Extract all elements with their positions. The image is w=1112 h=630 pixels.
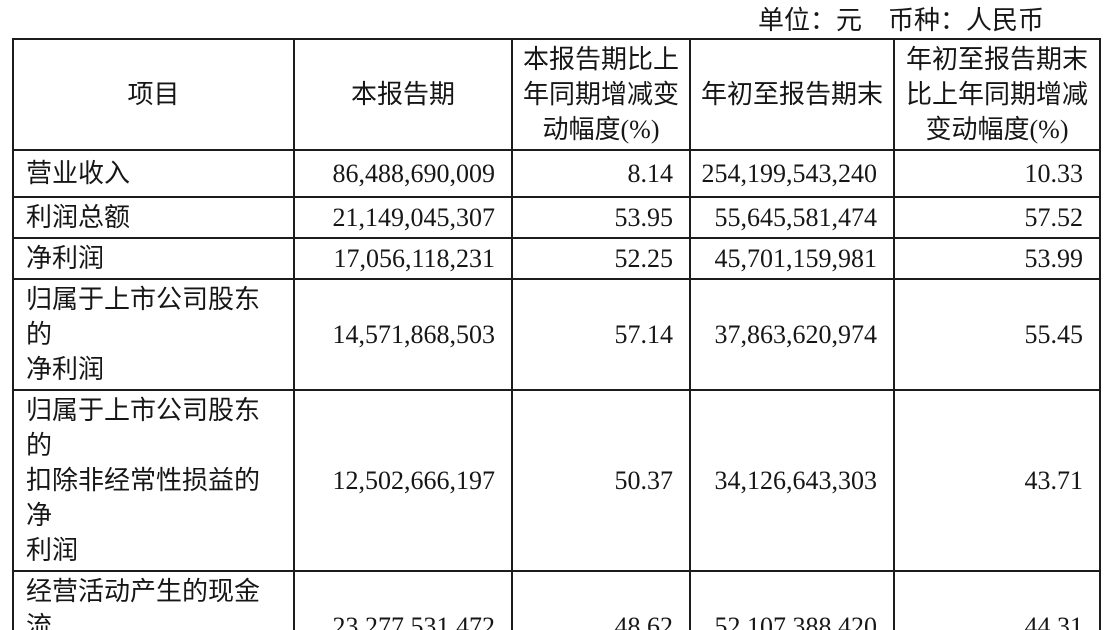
current-period-change-value: 52.25 bbox=[511, 237, 691, 280]
current-period-change-value: 50.37 bbox=[511, 389, 691, 572]
col-header-current-period: 本报告期 bbox=[293, 38, 513, 151]
ytd-change-value: 57.52 bbox=[893, 196, 1101, 239]
current-period-value: 14,571,868,503 bbox=[293, 278, 513, 391]
current-period-change-value: 8.14 bbox=[511, 149, 691, 198]
col-header-ytd: 年初至报告期末 bbox=[689, 38, 895, 151]
unit-currency-label: 单位：元 币种：人民币 bbox=[757, 6, 1044, 35]
row-label: 利润总额 bbox=[12, 196, 295, 239]
col-header-ytd-change: 年初至报告期末 比上年同期增减 变动幅度(%) bbox=[893, 38, 1101, 151]
table-row-revenue: 营业收入 86,488,690,009 8.14 254,199,543,240… bbox=[12, 149, 1101, 198]
table-row-net-profit-to-shareholders: 归属于上市公司股东的 净利润 14,571,868,503 57.14 37,8… bbox=[12, 278, 1101, 391]
ytd-value: 34,126,643,303 bbox=[689, 389, 895, 572]
current-period-change-value: 57.14 bbox=[511, 278, 691, 391]
row-label: 归属于上市公司股东的 扣除非经常性损益的净 利润 bbox=[12, 389, 295, 572]
row-label: 经营活动产生的现金流 量净额 bbox=[12, 570, 295, 630]
col-header-item: 项目 bbox=[12, 38, 295, 151]
current-period-value: 17,056,118,231 bbox=[293, 237, 513, 280]
current-period-change-value: 53.95 bbox=[511, 196, 691, 239]
row-label: 净利润 bbox=[12, 237, 295, 280]
table-row-total-profit: 利润总额 21,149,045,307 53.95 55,645,581,474… bbox=[12, 196, 1101, 239]
current-period-change-value: 48.62 bbox=[511, 570, 691, 630]
ytd-value: 37,863,620,974 bbox=[689, 278, 895, 391]
ytd-value: 55,645,581,474 bbox=[689, 196, 895, 239]
current-period-value: 12,502,666,197 bbox=[293, 389, 513, 572]
row-label: 归属于上市公司股东的 净利润 bbox=[12, 278, 295, 391]
ytd-change-value: 53.99 bbox=[893, 237, 1101, 280]
row-label: 营业收入 bbox=[12, 149, 295, 198]
current-period-value: 21,149,045,307 bbox=[293, 196, 513, 239]
ytd-value: 254,199,543,240 bbox=[689, 149, 895, 198]
table-row-net-profit-excl-nonrecurring: 归属于上市公司股东的 扣除非经常性损益的净 利润 12,502,666,197 … bbox=[12, 389, 1101, 572]
ytd-change-value: 43.71 bbox=[893, 389, 1101, 572]
table-row-operating-cash-flow: 经营活动产生的现金流 量净额 23,277,531,472 48.62 52,1… bbox=[12, 570, 1101, 630]
col-header-current-period-change: 本报告期比上 年同期增减变 动幅度(%) bbox=[511, 38, 691, 151]
table-header-row: 项目 本报告期 本报告期比上 年同期增减变 动幅度(%) 年初至报告期末 年初至… bbox=[12, 38, 1101, 151]
current-period-value: 86,488,690,009 bbox=[293, 149, 513, 198]
ytd-change-value: 10.33 bbox=[893, 149, 1101, 198]
ytd-value: 45,701,159,981 bbox=[689, 237, 895, 280]
financial-summary-table: 项目 本报告期 本报告期比上 年同期增减变 动幅度(%) 年初至报告期末 年初至… bbox=[12, 38, 1101, 630]
ytd-change-value: 44.31 bbox=[893, 570, 1101, 630]
current-period-value: 23,277,531,472 bbox=[293, 570, 513, 630]
table-row-net-profit: 净利润 17,056,118,231 52.25 45,701,159,981 … bbox=[12, 237, 1101, 280]
ytd-value: 52,107,388,420 bbox=[689, 570, 895, 630]
ytd-change-value: 55.45 bbox=[893, 278, 1101, 391]
